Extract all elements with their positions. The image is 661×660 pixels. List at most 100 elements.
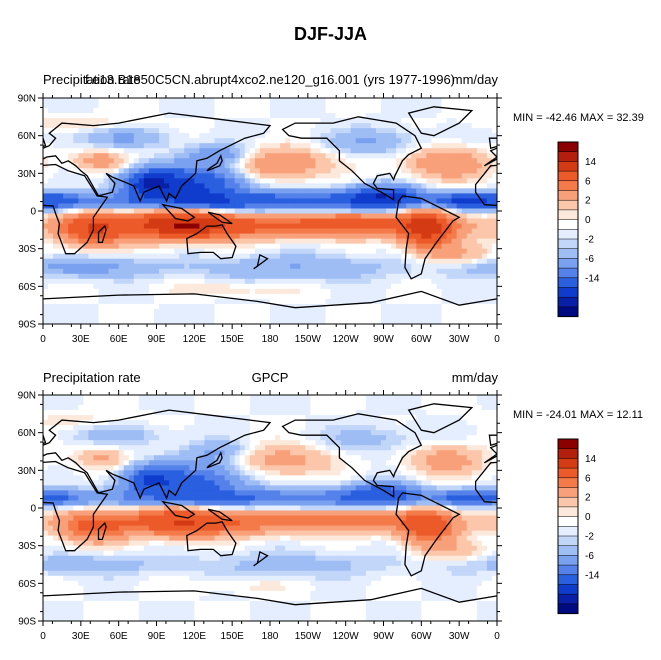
field-cell: [285, 405, 291, 411]
field-cell: [461, 158, 468, 164]
field-cell: [108, 410, 115, 416]
field-cell: [169, 103, 175, 109]
field-cell: [380, 133, 387, 139]
field-cell: [275, 415, 281, 421]
field-cell: [471, 218, 478, 224]
field-cell: [365, 173, 372, 179]
field-cell: [58, 158, 64, 164]
field-cell: [421, 243, 427, 250]
field-cell: [189, 303, 195, 310]
field-cell: [118, 313, 125, 320]
field-cell: [431, 98, 437, 104]
field-cell: [345, 198, 352, 204]
field-cell: [148, 263, 155, 270]
field-cell: [93, 193, 99, 199]
field-cell: [436, 208, 442, 214]
field-cell: [476, 278, 483, 285]
new-zealand-outline: [253, 253, 269, 270]
field-cell: [219, 233, 225, 240]
field-cell: [264, 293, 271, 300]
field-cell: [270, 298, 276, 305]
field-cell: [58, 203, 64, 209]
field-cell: [153, 293, 160, 300]
field-cell: [259, 298, 266, 305]
field-cell: [340, 395, 347, 401]
field-cell: [184, 223, 190, 229]
field-cell: [63, 198, 69, 204]
field-cell: [204, 178, 210, 184]
field-cell: [254, 153, 261, 159]
field-cell: [53, 118, 59, 124]
field-cell: [103, 293, 109, 300]
field-cell: [466, 420, 473, 426]
field-cell: [229, 188, 236, 194]
field-cell: [310, 308, 316, 315]
field-cell: [486, 308, 493, 315]
field-cell: [219, 108, 225, 114]
field-cell: [199, 268, 205, 275]
field-cell: [396, 128, 402, 134]
field-cell: [73, 198, 79, 204]
field-cell: [285, 425, 291, 431]
field-cell: [350, 188, 357, 194]
field-cell: [325, 178, 331, 184]
field-cell: [264, 128, 271, 134]
field-cell: [43, 98, 49, 104]
field-cell: [194, 143, 200, 149]
field-cell: [184, 203, 190, 209]
field-cell: [43, 395, 49, 401]
field-cell: [199, 395, 205, 401]
field-cell: [481, 268, 488, 275]
field-cell: [143, 218, 150, 224]
field-cell: [360, 118, 367, 124]
field-cell: [466, 193, 473, 199]
field-cell: [380, 318, 387, 324]
field-cell: [93, 223, 99, 229]
field-cell: [174, 288, 180, 295]
field-cell: [264, 173, 271, 179]
field-cell: [159, 430, 165, 436]
field-cell: [491, 168, 497, 174]
field-cell: [275, 198, 281, 204]
field-cell: [355, 278, 362, 285]
field-cell: [224, 113, 231, 119]
field-cell: [416, 133, 422, 139]
field-cell: [441, 118, 447, 124]
field-cell: [254, 108, 261, 114]
field-cell: [153, 98, 160, 104]
field-cell: [184, 318, 190, 324]
field-cell: [98, 113, 104, 119]
field-cell: [224, 410, 231, 416]
field-cell: [320, 108, 326, 114]
field-cell: [88, 173, 94, 179]
field-cell: [396, 258, 402, 265]
field-cell: [93, 178, 99, 184]
field-cell: [179, 425, 185, 431]
field-cell: [159, 218, 165, 224]
field-cell: [88, 278, 94, 285]
field-cell: [138, 213, 145, 219]
field-cell: [461, 288, 468, 295]
field-cell: [164, 233, 170, 240]
field-cell: [174, 168, 180, 174]
field-cell: [330, 395, 336, 401]
field-cell: [325, 253, 331, 260]
field-cell: [53, 218, 59, 224]
field-cell: [421, 238, 427, 245]
field-cell: [360, 298, 367, 305]
field-cell: [270, 263, 276, 270]
field-cell: [83, 173, 89, 179]
field-cell: [290, 208, 296, 214]
field-cell: [234, 248, 241, 255]
field-cell: [350, 308, 357, 315]
field-cell: [58, 303, 64, 310]
field-cell: [481, 410, 488, 416]
field-cell: [436, 158, 442, 164]
field-cell: [128, 168, 135, 174]
field-cell: [148, 415, 155, 421]
field-cell: [83, 415, 89, 421]
field-cell: [275, 193, 281, 199]
field-cell: [259, 308, 266, 315]
field-cell: [118, 138, 125, 144]
field-cell: [58, 123, 64, 129]
